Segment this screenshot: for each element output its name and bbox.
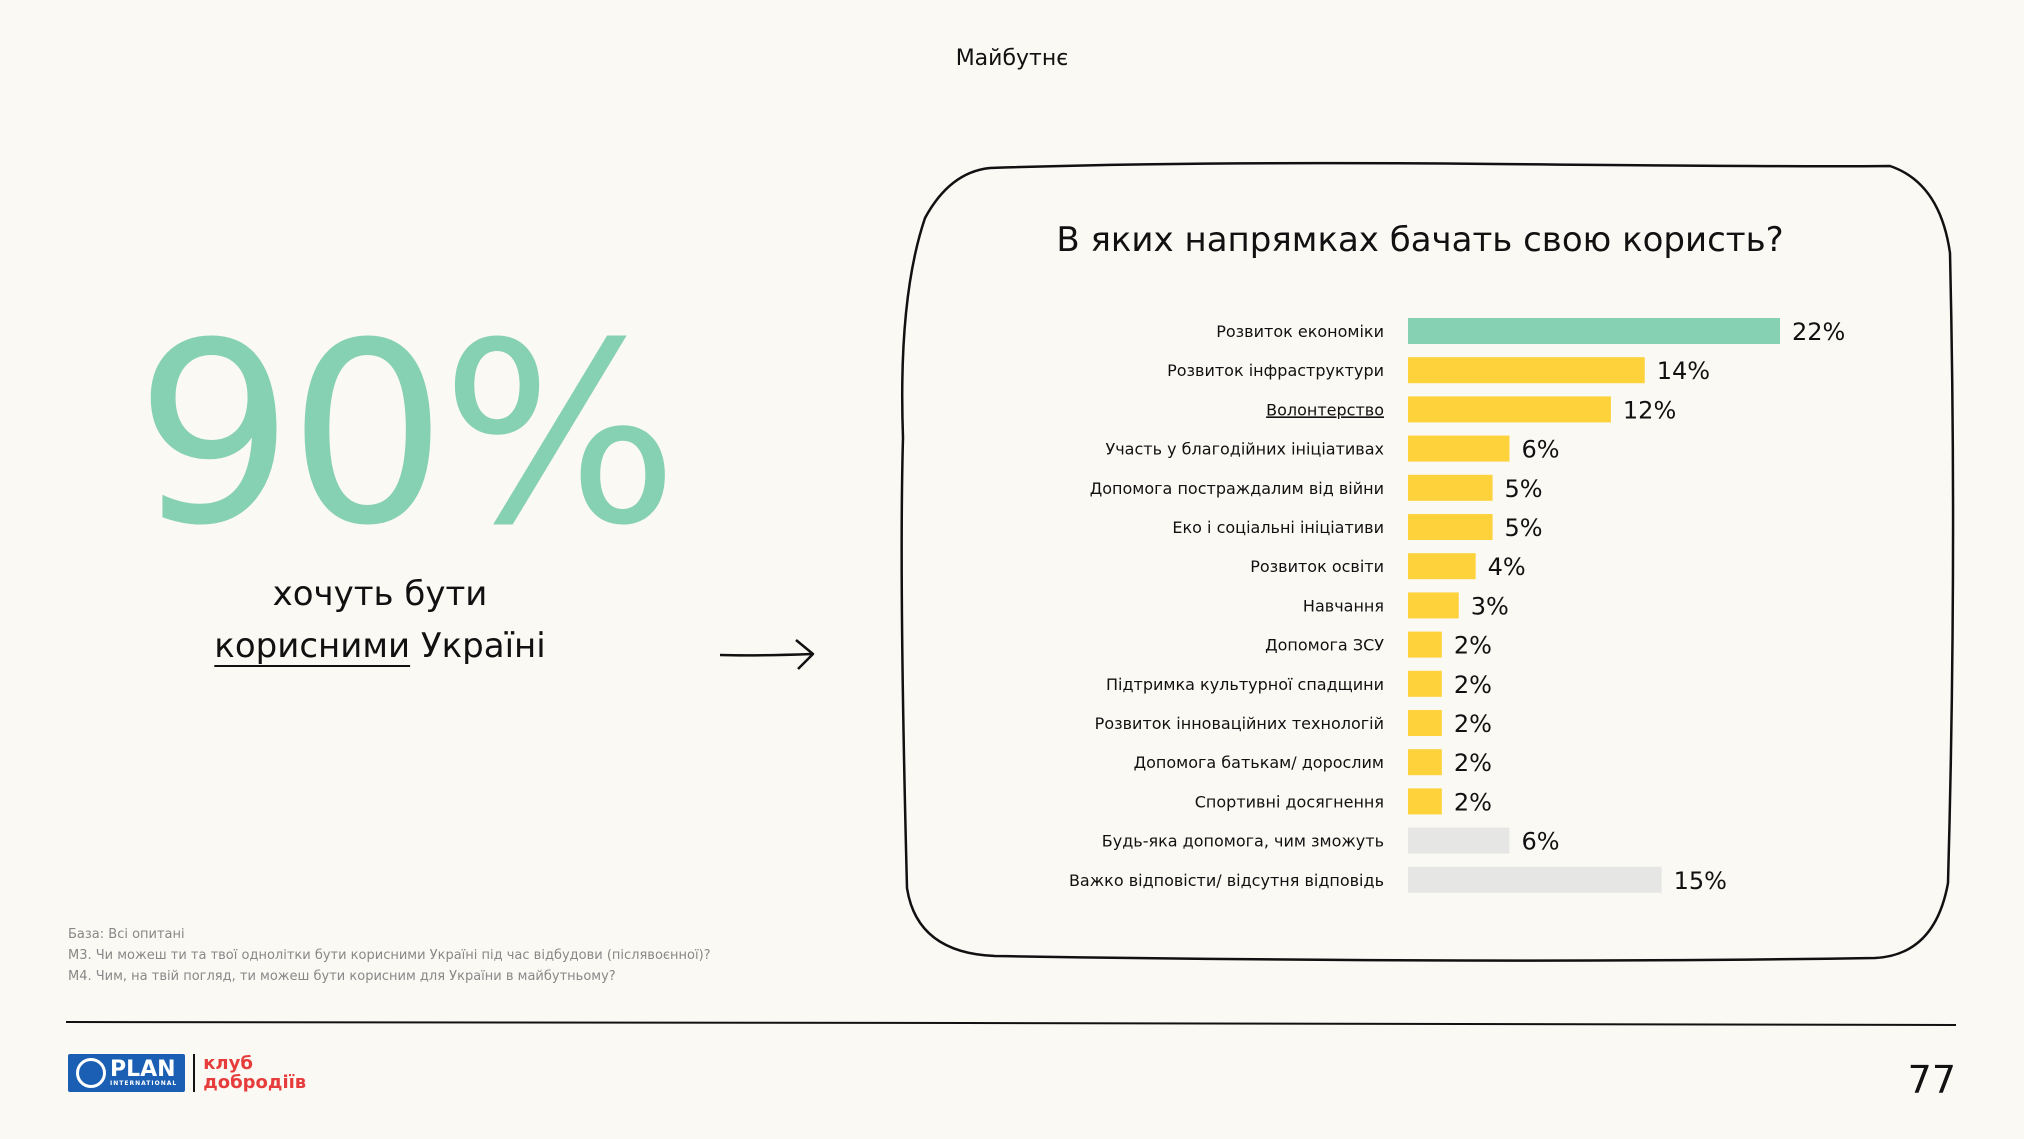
caption-rest: Україні [410,626,546,666]
plan-globe-icon [76,1058,106,1088]
category-label: Волонтерство [1266,400,1384,419]
value-label: 2% [1454,632,1492,660]
value-label: 5% [1505,514,1543,542]
logo-separator [193,1054,196,1092]
bar [1408,357,1645,384]
category-label: Допомога батькам/ дорослим [1134,753,1384,772]
club-logo-line-2: добродіїв [203,1072,307,1093]
bar [1408,474,1493,501]
footnote-m3: М3. Чи можеш ти та твої однолітки бути к… [68,948,711,963]
category-label: Розвиток інноваційних технологій [1095,714,1384,733]
bar [1408,514,1493,540]
bar [1408,396,1611,423]
bar [1408,435,1510,462]
bar [1408,749,1442,776]
value-label: 2% [1454,671,1492,699]
category-label: Будь-яка допомога, чим зможуть [1102,832,1384,851]
arrow-right-icon [719,639,815,670]
headline-caption: хочуть бути корисними Україні [180,568,580,672]
club-logo-line-1: клуб [203,1053,253,1074]
bar [1408,318,1780,344]
footnote-base: База: Всі опитані [68,927,185,942]
headline-stat: 90% [135,289,679,580]
bar [1408,553,1476,580]
chart-title: В яких напрямках бачать свою користь? [1056,220,1784,260]
value-label: 2% [1454,788,1492,816]
value-label: 6% [1521,828,1559,856]
category-label: Підтримка культурної спадщини [1106,675,1384,694]
value-label: 12% [1623,396,1676,424]
category-label: Допомога постраждалим від війни [1090,479,1384,498]
value-label: 15% [1674,867,1727,895]
bar [1408,670,1442,697]
value-label: 2% [1454,749,1492,777]
value-label: 2% [1454,710,1492,738]
value-label: 22% [1792,318,1845,346]
section-title: Майбутнє [955,46,1069,71]
bar [1408,866,1662,893]
category-label: Еко і соціальні ініціативи [1172,518,1384,537]
value-label: 14% [1657,357,1710,385]
value-label: 6% [1521,436,1559,464]
bar [1408,631,1442,658]
footnote-m4: М4. Чим, на твій погляд, ти можеш бути к… [68,969,616,984]
page-number: 77 [1907,1058,1956,1102]
category-label: Розвиток інфраструктури [1167,361,1384,380]
footnotes: База: Всі опитані М3. Чи можеш ти та тво… [68,924,711,987]
value-label: 5% [1505,475,1543,503]
club-logo: клуб добродіїв [203,1054,306,1092]
category-label: Розвиток освіти [1250,557,1384,576]
bar [1408,788,1442,815]
category-label: Навчання [1303,596,1384,615]
bar [1408,710,1442,736]
chart-frame [900,161,1955,962]
category-label: Спортивні досягнення [1195,792,1384,811]
caption-line-2: корисними Україні [180,620,580,672]
category-label: Участь у благодійних ініціативах [1105,440,1384,459]
footer-logos: PLAN INTERNATIONAL клуб добродіїв [68,1054,306,1092]
category-label: Розвиток економіки [1216,322,1384,341]
value-label: 3% [1471,592,1509,620]
category-label: Допомога ЗСУ [1265,636,1384,655]
bar [1408,827,1510,854]
footer-divider [66,1020,1957,1026]
caption-underlined-word: корисними [214,626,411,666]
plan-logo-text: PLAN [110,1057,176,1082]
plan-international-logo: PLAN INTERNATIONAL [68,1054,186,1092]
category-label: Важко відповісти/ відсутня відповідь [1069,871,1384,890]
caption-line-1: хочуть бути [272,574,488,614]
bar [1408,592,1459,619]
value-label: 4% [1488,553,1526,581]
plan-logo-subtext: INTERNATIONAL [110,1080,178,1087]
